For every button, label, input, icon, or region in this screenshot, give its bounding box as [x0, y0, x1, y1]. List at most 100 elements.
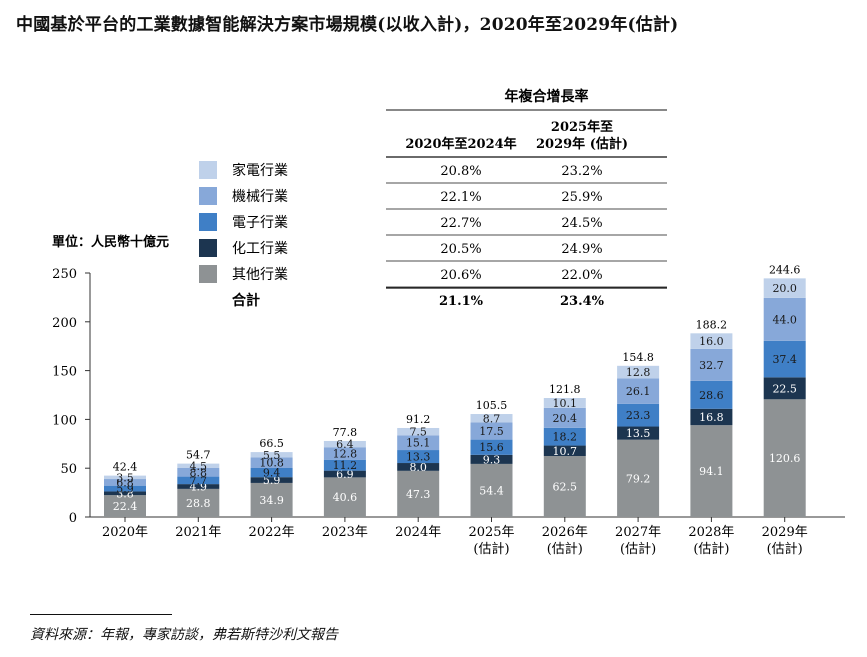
cagr-value: 20.8%	[440, 164, 481, 179]
bar-value-label: 47.3	[406, 488, 431, 501]
bar-total-label: 54.7	[186, 449, 211, 462]
bar-value-label: 10.8	[259, 457, 284, 470]
bar-segment	[470, 414, 513, 423]
bar-total-label: 105.5	[476, 399, 508, 412]
bar-segment	[763, 297, 806, 341]
bar-segment	[470, 454, 513, 464]
legend-label: 家電行業	[232, 162, 288, 179]
legend-label: 其他行業	[232, 267, 288, 283]
legend-swatch	[199, 265, 217, 283]
bar-value-label: 6.9	[336, 468, 354, 481]
bar-segment	[617, 426, 660, 440]
bar-value-label: 10.1	[553, 397, 578, 410]
x-tick-label: 2024年	[395, 525, 441, 540]
x-tick-label: (估計)	[767, 541, 803, 557]
bar-value-label: 15.1	[406, 437, 431, 450]
bar-segment	[104, 475, 146, 480]
bar-total-label: 188.2	[696, 318, 728, 331]
bar-segment	[543, 427, 586, 446]
bar-value-label: 16.8	[699, 411, 724, 424]
bar-value-label: 40.6	[333, 491, 358, 504]
bar-total-label: 244.6	[769, 263, 801, 276]
bar-value-label: 22.4	[113, 500, 138, 513]
bar-value-label: 20.0	[772, 282, 797, 295]
bar-value-label: 11.2	[333, 459, 358, 472]
x-tick-label: 2020年	[102, 525, 148, 540]
bar-segment	[323, 447, 366, 460]
x-tick-label: 2027年	[615, 525, 661, 540]
bar-value-label: 10.7	[553, 445, 578, 458]
bar-value-label: 26.1	[626, 385, 651, 398]
cagr-total-value: 21.1%	[439, 294, 484, 309]
cagr-value: 20.6%	[440, 268, 481, 283]
bar-value-label: 22.5	[772, 382, 797, 395]
chart-title: 中國基於平台的工業數據智能解決方案市場規模(以收入計)，2020年至2029年(…	[16, 15, 679, 35]
x-tick-label: 2029年	[762, 525, 808, 540]
bar-segment	[177, 476, 220, 485]
bar-value-label: 5.9	[263, 474, 281, 487]
bar-segment	[763, 340, 806, 378]
bar-value-label: 17.5	[479, 425, 504, 438]
cagr-column-header: 2020年至2024年	[405, 136, 516, 152]
y-tick-label: 150	[52, 365, 77, 380]
bar-segment	[104, 485, 146, 492]
legend-swatch	[199, 213, 217, 231]
cagr-value: 24.5%	[561, 216, 602, 231]
bar-value-label: 32.7	[699, 359, 724, 372]
bar-value-label: 20.4	[553, 412, 578, 425]
legend-swatch	[199, 239, 217, 257]
bar-segment	[470, 463, 513, 517]
bar-segment	[543, 456, 586, 517]
bar-segment	[763, 377, 806, 400]
bar-segment	[250, 452, 293, 458]
bar-segment	[690, 348, 733, 381]
bar-total-label: 42.4	[113, 461, 138, 474]
bar-segment	[323, 440, 366, 448]
bar-value-label: 13.5	[626, 427, 651, 440]
cagr-table-title: 年複合增長率	[505, 88, 589, 105]
bar-value-label: 5.9	[116, 483, 134, 496]
bar-value-label: 8.7	[483, 412, 501, 425]
y-tick-label: 200	[52, 316, 77, 331]
cagr-value: 22.7%	[440, 216, 481, 231]
bar-segment	[177, 488, 220, 517]
bar-segment	[617, 365, 660, 379]
bar-segment	[690, 408, 733, 426]
bar-segment	[617, 378, 660, 404]
bar-value-label: 120.6	[769, 452, 801, 465]
legend-label: 機械行業	[232, 189, 288, 205]
bar-segment	[323, 470, 366, 478]
bar-segment	[323, 477, 366, 517]
bar-value-label: 15.6	[479, 441, 504, 454]
bar-segment	[250, 468, 293, 478]
bar-segment	[543, 445, 586, 456]
x-tick-label: 2026年	[542, 525, 588, 540]
bar-segment	[250, 482, 293, 517]
legend-swatch	[199, 187, 217, 205]
x-tick-label: 2023年	[322, 525, 368, 540]
cagr-value: 24.9%	[561, 242, 602, 257]
bar-value-label: 9.3	[483, 453, 501, 466]
bar-segment	[397, 463, 440, 471]
bar-value-label: 12.8	[333, 447, 358, 460]
legend-label: 電子行業	[232, 215, 288, 231]
bar-value-label: 4.5	[190, 460, 208, 473]
x-tick-label: (估計)	[693, 541, 729, 557]
bar-value-label: 79.2	[626, 472, 651, 485]
cagr-total-label: 合計	[232, 292, 260, 309]
bar-total-label: 121.8	[549, 383, 581, 396]
cagr-value: 25.9%	[561, 190, 602, 205]
bar-value-label: 8.0	[409, 461, 427, 474]
bar-value-label: 12.8	[626, 366, 651, 379]
bar-value-label: 7.5	[409, 426, 427, 439]
bar-segment	[177, 484, 220, 489]
bar-segment	[617, 439, 660, 517]
cagr-value: 23.2%	[561, 164, 602, 179]
bar-value-label: 94.1	[699, 465, 724, 478]
cagr-column-header: 2025年至	[551, 119, 613, 135]
source-divider	[30, 614, 172, 615]
bar-value-label: 8.8	[190, 466, 208, 479]
bar-value-label: 28.8	[186, 497, 211, 510]
bar-segment	[470, 439, 513, 455]
bar-segment	[397, 450, 440, 464]
